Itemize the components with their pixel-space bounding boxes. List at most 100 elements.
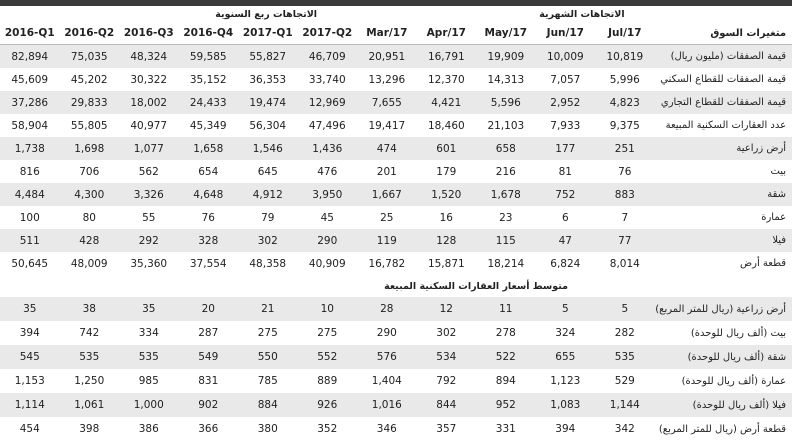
data-row: 58,904 55,805 40,977 45,349 56,304 47,496 19,4…	[0, 114, 792, 137]
value-cell: 77	[595, 229, 655, 252]
row-label: قيمة الصفقات للقطاع السكني	[660, 74, 787, 85]
value-cell: 398	[79, 423, 100, 435]
data-row: 816 706 562 654 645 476 201 179 216 81 76 بيت	[0, 160, 792, 183]
value-cell: 47	[535, 229, 596, 252]
value-cell: 1,153	[14, 375, 45, 387]
value-cell: 4,484	[0, 183, 60, 206]
value-cell: 56,304	[249, 119, 287, 132]
value-cell: 4,421	[416, 91, 477, 114]
value-cell: 952	[476, 393, 536, 417]
row-label: عدد العقارات السكنية المبيعة	[665, 120, 787, 131]
value-cell: 55	[142, 211, 156, 224]
value-cell: 1,667	[357, 183, 417, 206]
value-cell: 9,375	[609, 119, 640, 132]
column-header: Mar/17	[357, 22, 417, 45]
value-cell: 275	[257, 327, 278, 339]
value-cell: 29,833	[59, 91, 119, 114]
value-cell: 47,496	[308, 119, 346, 132]
value-cell: 3,326	[119, 183, 179, 206]
value-cell: 601	[416, 137, 477, 160]
value-cell: 1,077	[119, 137, 179, 160]
value-cell: 36,353	[249, 73, 287, 86]
data-row: 454 398 386 366 380 352 346 357 331 394 342 قطعة أر…	[0, 417, 792, 441]
value-cell: 889	[317, 375, 338, 387]
value-cell: 545	[0, 345, 60, 369]
value-cell: 4,300	[59, 183, 119, 206]
value-cell: 346	[376, 423, 397, 435]
value-cell: 706	[79, 165, 100, 178]
market-table: الاتجاهات ربع السنوية الاتجاهات الشهرية …	[0, 6, 792, 441]
value-cell: 128	[416, 229, 477, 252]
row-label: أرض زراعية (ريال للمتر المربع)	[654, 297, 792, 321]
value-cell: 357	[436, 423, 457, 435]
data-row: 50,645 48,009 35,360 37,554 48,358 40,909 16,7…	[0, 252, 792, 275]
column-header: 2017-Q1	[238, 22, 298, 45]
value-cell: 46,709	[297, 44, 358, 68]
column-header: 2016-Q1	[0, 22, 60, 45]
value-cell: 342	[614, 423, 635, 435]
value-cell: 454	[19, 423, 40, 435]
value-cell: 8,014	[609, 257, 640, 270]
value-cell: 380	[257, 423, 278, 435]
value-cell: 79	[261, 211, 275, 224]
value-cell: 5	[595, 297, 655, 321]
value-cell: 12,969	[297, 91, 358, 114]
value-cell: 59,585	[178, 44, 238, 68]
value-cell: 476	[317, 165, 338, 178]
group-row: الاتجاهات ربع السنوية الاتجاهات الشهرية	[0, 6, 792, 22]
group-label: الاتجاهات الشهرية	[539, 8, 625, 20]
value-cell: 290	[376, 327, 397, 339]
value-cell: 35,152	[189, 73, 227, 86]
value-cell: 366	[198, 423, 219, 435]
value-cell: 1,123	[550, 375, 581, 387]
value-cell: 550	[238, 345, 298, 369]
value-cell: 10,819	[595, 44, 655, 68]
value-cell: 752	[535, 183, 596, 206]
value-cell: 37,286	[0, 91, 60, 114]
value-cell: 7,933	[550, 119, 581, 132]
section-title: متوسط أسعار العقارات السكنية المبيعة	[384, 280, 568, 292]
value-cell: 18,460	[427, 119, 465, 132]
value-cell: 12	[416, 297, 477, 321]
value-cell: 48,358	[249, 257, 287, 270]
value-cell: 10,009	[535, 44, 596, 68]
value-cell: 894	[495, 375, 516, 387]
value-cell: 179	[436, 165, 457, 178]
row-label: بيت (ألف ريال للوحدة)	[690, 327, 787, 339]
row-label: قطعة أرض	[740, 258, 787, 269]
data-row: 1,738 1,698 1,077 1,658 1,546 1,436 474 601 658 1…	[0, 137, 792, 160]
value-cell: 985	[138, 375, 159, 387]
value-cell: 28	[357, 297, 417, 321]
value-cell: 278	[495, 327, 516, 339]
value-cell: 48,324	[119, 44, 179, 68]
row-label: شقة	[654, 183, 792, 206]
value-cell: 19,417	[368, 119, 406, 132]
value-cell: 7	[621, 211, 629, 224]
row-label: قيمة الصفقات للقطاع التجاري	[654, 91, 792, 114]
value-cell: 58,904	[11, 119, 49, 132]
value-cell: 55,827	[238, 44, 298, 68]
value-cell: 25	[380, 211, 394, 224]
value-cell: 177	[535, 137, 596, 160]
value-cell: 535	[59, 345, 119, 369]
value-cell: 534	[416, 345, 477, 369]
value-cell: 24,433	[178, 91, 238, 114]
value-cell: 201	[376, 165, 397, 178]
value-cell: 654	[198, 165, 219, 178]
value-cell: 328	[178, 229, 238, 252]
value-cell: 45,202	[70, 73, 108, 86]
value-cell: 20	[178, 297, 238, 321]
value-cell: 1,144	[595, 393, 655, 417]
value-cell: 55,805	[70, 119, 108, 132]
value-cell: 1,520	[416, 183, 477, 206]
value-cell: 792	[436, 375, 457, 387]
value-cell: 816	[19, 165, 40, 178]
value-cell: 6,824	[550, 257, 581, 270]
column-header: May/17	[476, 22, 536, 45]
table-body: الاتجاهات ربع السنوية الاتجاهات الشهرية …	[0, 6, 792, 441]
value-cell: 529	[614, 375, 635, 387]
value-cell: 742	[79, 327, 100, 339]
value-cell: 290	[297, 229, 358, 252]
row-label: عمارة	[761, 212, 787, 223]
